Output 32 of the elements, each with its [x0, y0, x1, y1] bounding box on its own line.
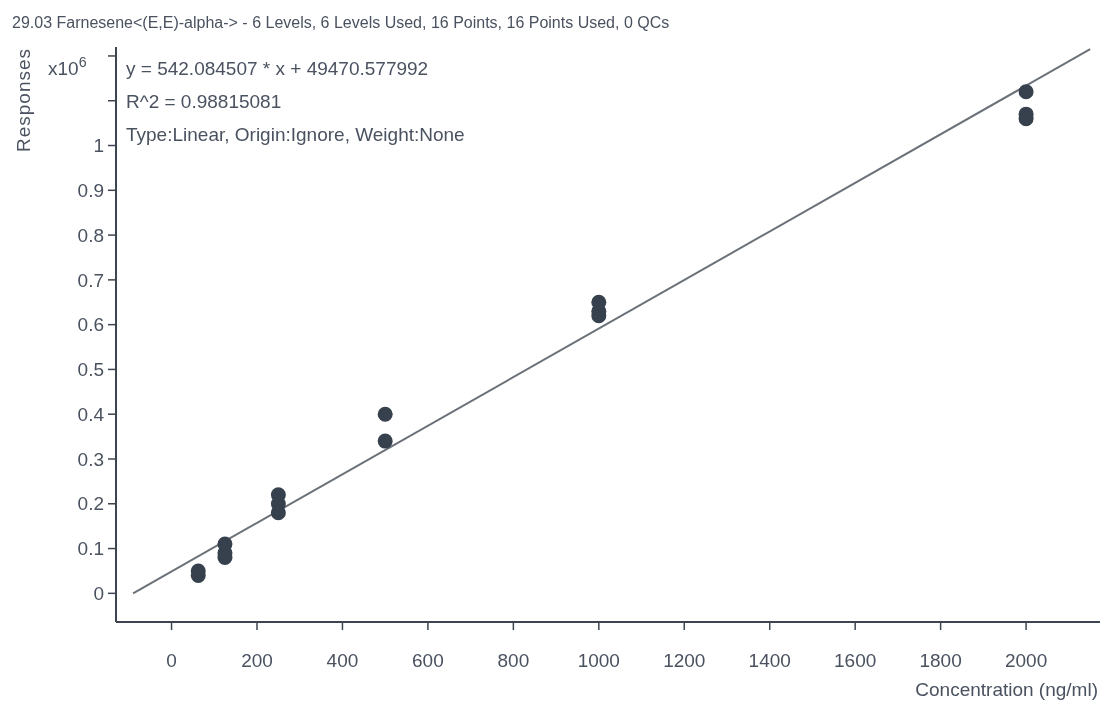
y-tick-label: 0.1 — [77, 538, 104, 560]
chart-title: 29.03 Farnesene<(E,E)-alpha-> - 6 Levels, 6 Levels Used, 16 Points, 16 Points Used, 0 QCs — [12, 14, 670, 31]
y-tick-label: 0.4 — [77, 403, 105, 425]
x-tick-label: 600 — [412, 650, 444, 671]
y-tick-label: 1 — [93, 135, 104, 157]
annotation: R^2 = 0.98815081 — [126, 91, 282, 112]
x-tick-label: 200 — [241, 650, 273, 671]
y-tick-label: 0.7 — [77, 269, 104, 291]
y-tick-label: 0.3 — [77, 448, 104, 470]
point — [377, 406, 393, 422]
x-tick-label: 1400 — [748, 650, 791, 671]
y-tick-label: 0.9 — [77, 179, 104, 201]
annotation: y = 542.084507 * x + 49470.577992 — [126, 58, 429, 79]
y-tick-label: 0.2 — [77, 493, 104, 515]
point — [377, 433, 393, 449]
x-tick-label: 1200 — [663, 650, 706, 671]
y-tick-label: 0.8 — [77, 224, 104, 246]
x-tick-label: 800 — [497, 650, 530, 671]
x-tick-label: 1000 — [577, 650, 620, 671]
y-tick-label: 0 — [93, 582, 104, 604]
x-tick-label: 1600 — [834, 650, 877, 671]
y-tick-label: 0.5 — [77, 359, 104, 381]
text: x10$^{6}$ — [48, 54, 87, 79]
x-tick-label: 400 — [326, 650, 359, 671]
point — [1018, 84, 1034, 100]
x-tick-label: 2000 — [1004, 650, 1048, 671]
y-tick-label: 0.6 — [77, 314, 104, 336]
annotation: Type:Linear, Origin:Ignore, Weight:None — [126, 124, 465, 145]
x-tick-label: 1800 — [919, 650, 962, 671]
x-tick-label: 0 — [166, 650, 177, 671]
y-axis-title: Responses — [13, 47, 34, 153]
x-axis-title: Concentration (ng/ml) — [915, 679, 1098, 700]
